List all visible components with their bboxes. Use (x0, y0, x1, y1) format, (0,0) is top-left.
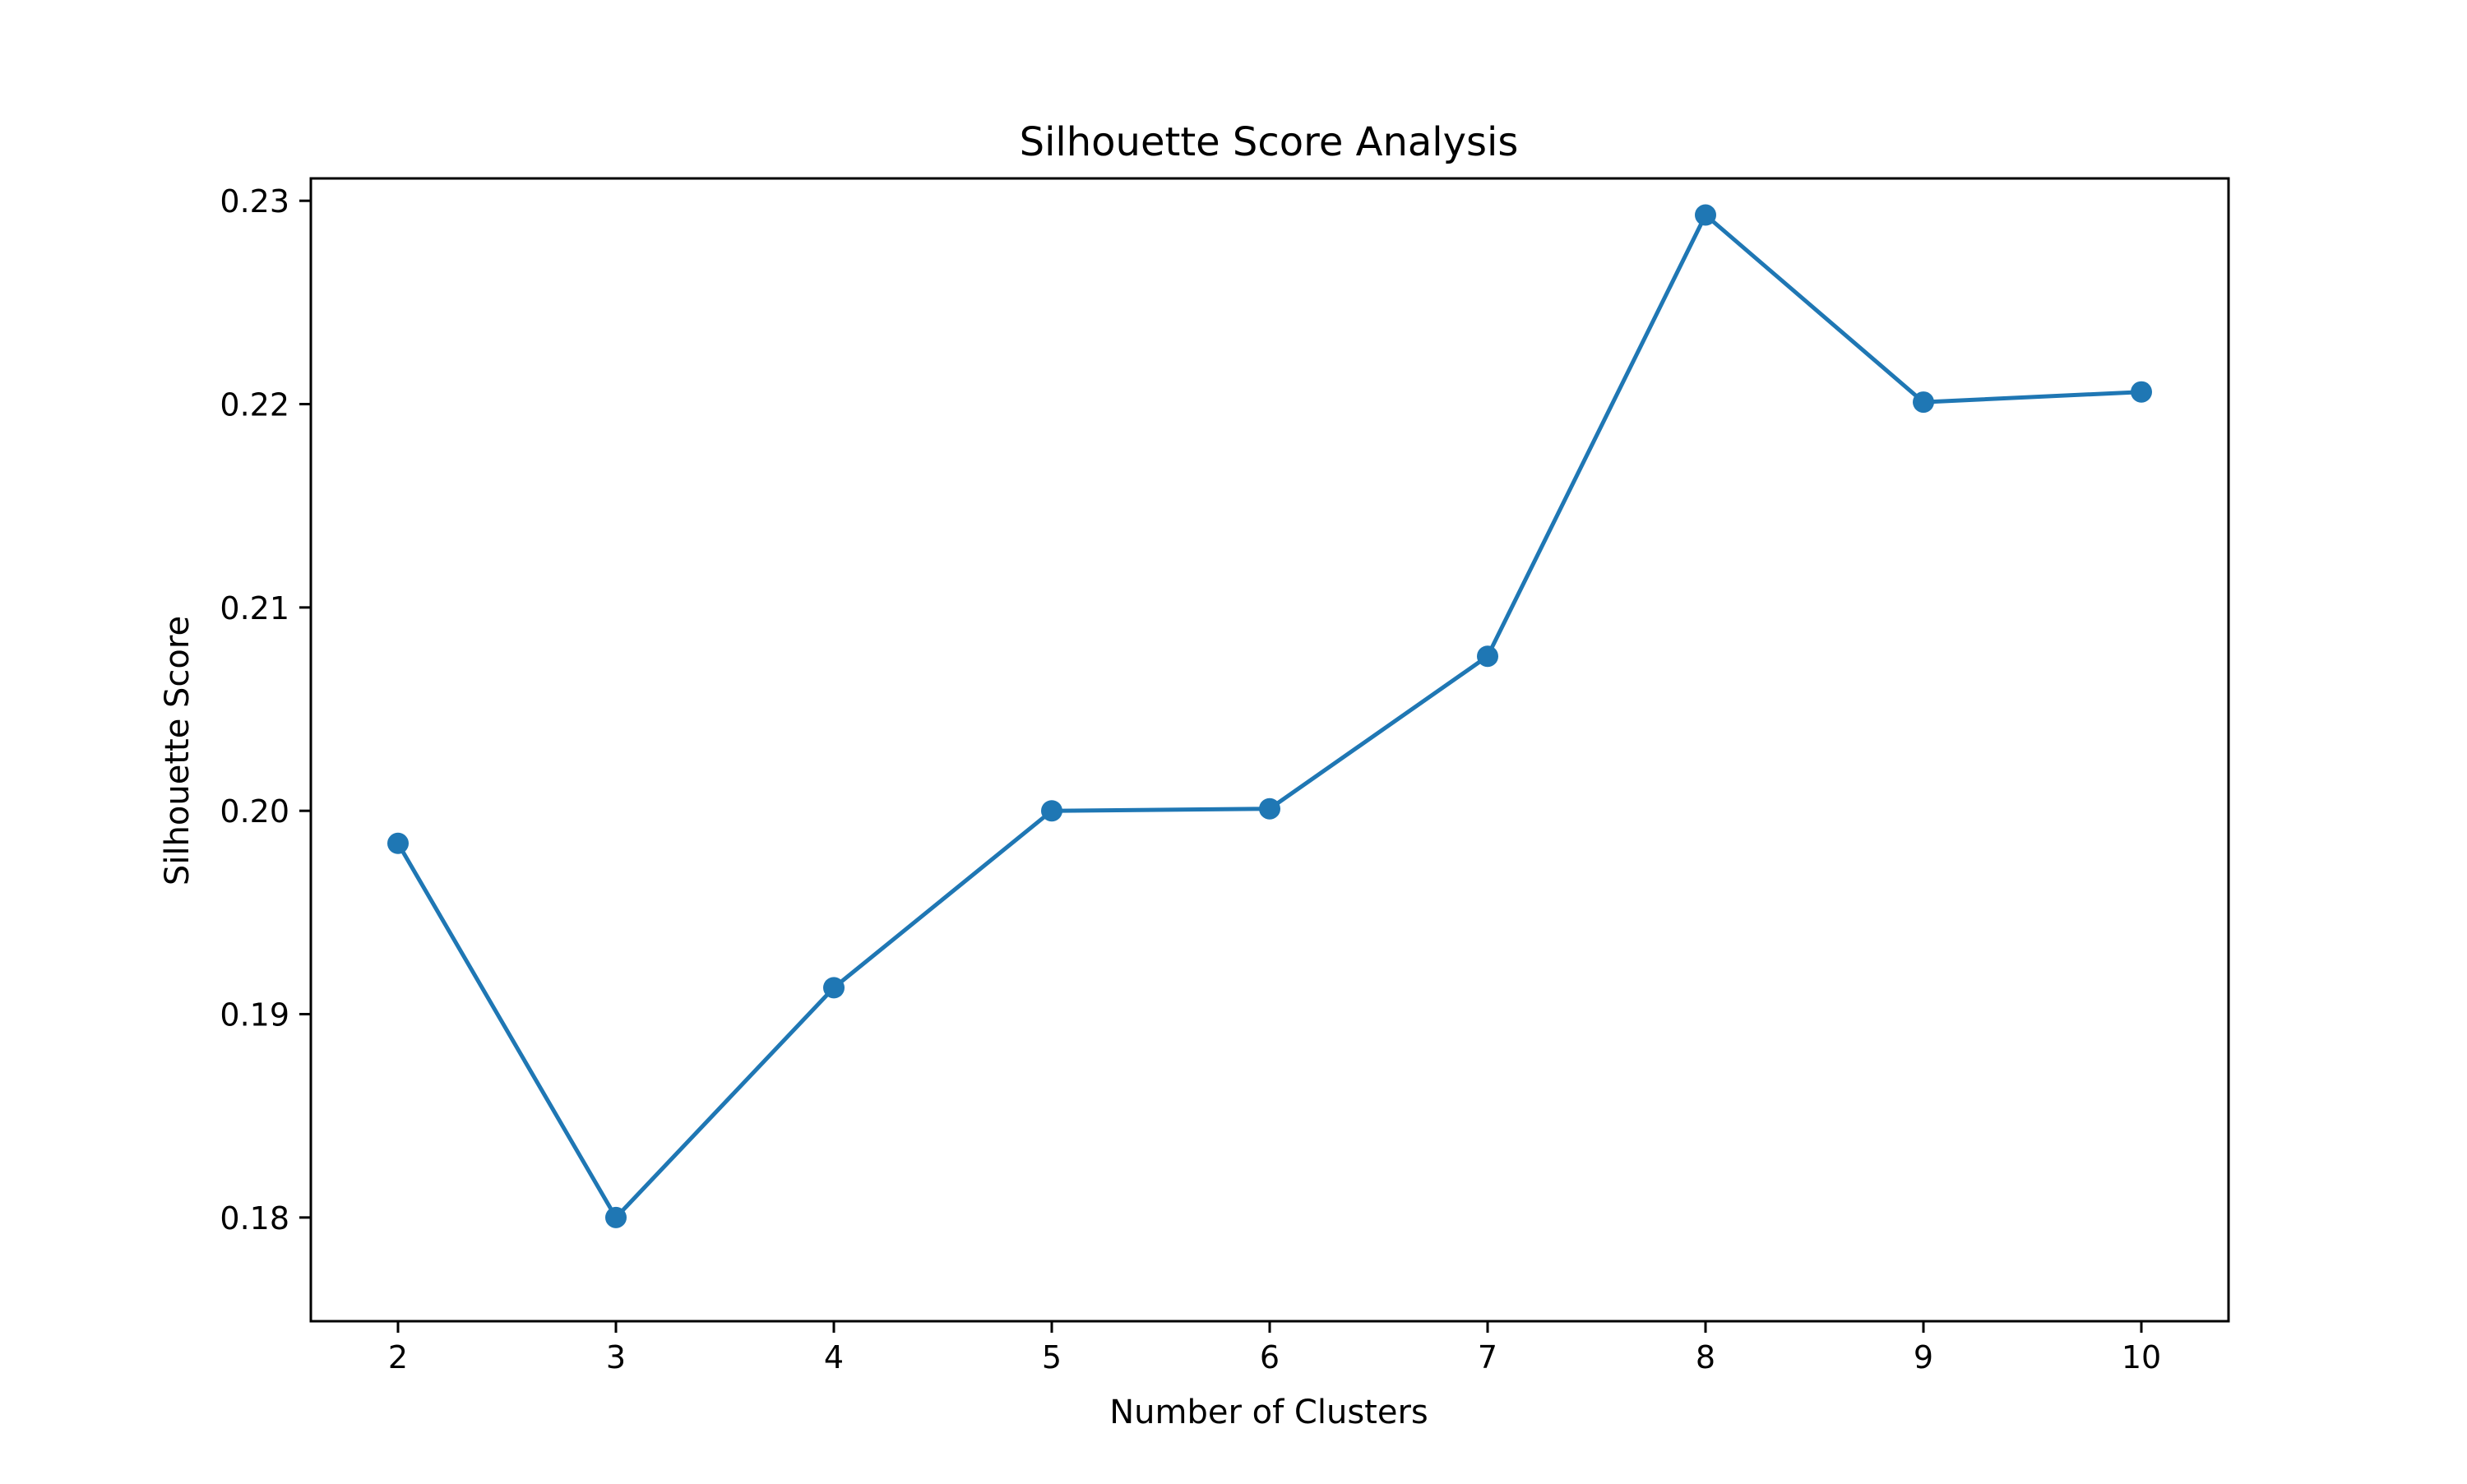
x-tick-label: 8 (1696, 1339, 1715, 1375)
y-tick-label: 0.20 (220, 793, 289, 830)
data-point (1041, 800, 1062, 822)
data-point (1259, 797, 1280, 820)
y-tick-label: 0.22 (220, 387, 289, 423)
y-tick-label: 0.19 (220, 997, 289, 1033)
plot-area: 2 3 4 5 6 7 8 9 10 0.18 0.19 0.20 0.21 0.22 0.23 (220, 177, 2230, 1375)
y-axis-label: Silhouette Score (159, 616, 197, 885)
y-tick-label: 0.23 (220, 183, 289, 220)
x-tick-label: 7 (1478, 1339, 1497, 1375)
data-point (823, 977, 845, 999)
x-tick-label: 3 (606, 1339, 626, 1375)
data-point (1477, 645, 1498, 668)
data-point (387, 832, 409, 854)
x-tick-label: 10 (2122, 1339, 2161, 1375)
x-tick-label: 9 (1914, 1339, 1933, 1375)
x-tick-label: 6 (1260, 1339, 1280, 1375)
x-tick-label: 4 (824, 1339, 844, 1375)
data-point (605, 1206, 627, 1228)
chart-title: Silhouette Score Analysis (1020, 119, 1519, 165)
y-tick-label: 0.21 (220, 590, 289, 626)
x-axis-label: Number of Clusters (1109, 1394, 1428, 1431)
data-point (1695, 204, 1716, 226)
plot-frame (309, 177, 2230, 1323)
data-point (2131, 381, 2152, 403)
y-tick-label: 0.18 (220, 1200, 289, 1237)
x-tick-label: 5 (1042, 1339, 1062, 1375)
data-point (1913, 391, 1934, 414)
x-tick-label: 2 (388, 1339, 408, 1375)
